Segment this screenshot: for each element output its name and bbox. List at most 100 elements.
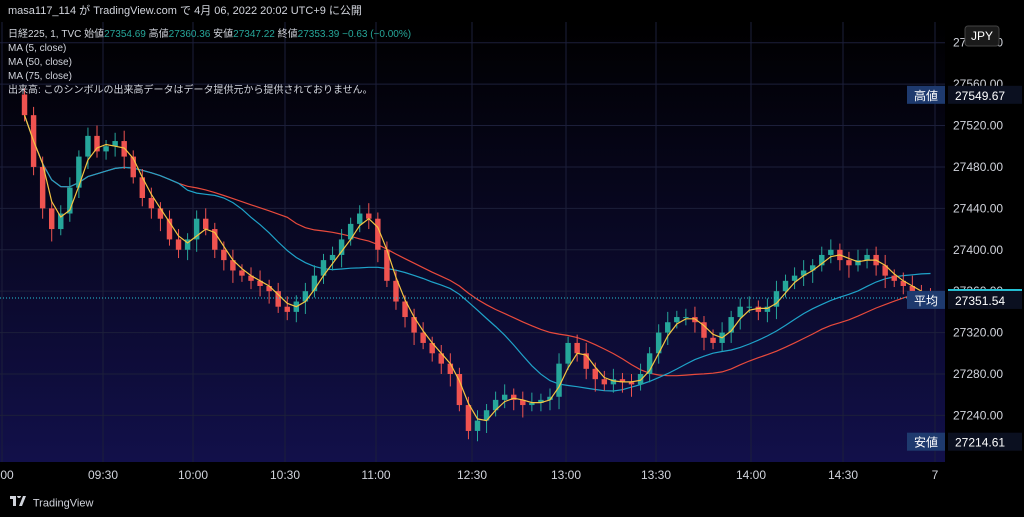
tradingview-brand[interactable]: TradingView xyxy=(32,497,94,510)
candle-body xyxy=(501,394,508,400)
y-tick-label: 27520.00 xyxy=(953,119,1003,133)
ma50-path xyxy=(23,115,931,392)
close-value: 27353.39 xyxy=(297,29,340,40)
candle-body xyxy=(21,94,28,116)
currency-badge-bg xyxy=(964,25,1000,47)
x-tick-label: 13:30 xyxy=(641,468,671,482)
candle-body xyxy=(67,187,73,214)
candle-body xyxy=(773,291,780,307)
candle-body xyxy=(846,260,852,266)
ohlc-row: 日経225, 1, TVC 始値27354.69 高値27360.36 安値27… xyxy=(8,28,411,42)
x-tick-label: 11:00 xyxy=(361,468,390,482)
candle-body xyxy=(483,410,490,421)
candle-body xyxy=(692,317,698,323)
candle-body xyxy=(320,260,327,276)
candle-body xyxy=(266,286,272,292)
candle-body xyxy=(791,275,798,281)
candle-body xyxy=(166,218,173,240)
candle-body xyxy=(411,317,417,333)
candle-body xyxy=(764,306,771,312)
candle-body xyxy=(646,353,653,374)
candle-body xyxy=(94,135,100,152)
marker-value-bg xyxy=(948,432,1022,451)
volume-note: 出来高: このシンボルの出来高データはデータ提供元から提供されておりません。 xyxy=(8,85,373,96)
candle-body xyxy=(393,280,399,302)
candle-body xyxy=(637,374,644,385)
change-value: −0.63 (−0.00%) xyxy=(342,29,412,40)
candle-body xyxy=(710,337,716,343)
y-tick-label: 27240.00 xyxy=(953,408,1003,422)
symbol-name[interactable]: 日経225, 1, TVC xyxy=(8,29,82,40)
x-tick-label: 10:00 xyxy=(178,468,208,482)
candle-body xyxy=(85,135,91,157)
ma75-legend[interactable]: MA (75, close) xyxy=(8,71,72,82)
price-chart[interactable]: 27600.0027560.0027520.0027480.0027440.00… xyxy=(0,22,1024,490)
marker-label: 高値 xyxy=(914,88,938,103)
candle-body xyxy=(909,286,916,292)
candle-body xyxy=(193,218,200,240)
candle-body xyxy=(39,166,46,209)
footer: TradingView xyxy=(0,490,1024,517)
ma5-legend[interactable]: MA (5, close) xyxy=(8,43,67,54)
candle-body xyxy=(610,379,617,385)
publish-info: masa117_114 が TradingView.com で 4月 06, 2… xyxy=(0,0,1024,22)
candle-body xyxy=(347,223,354,240)
currency-badge[interactable]: JPY xyxy=(964,25,1000,47)
candle-body xyxy=(746,306,752,308)
candle-body xyxy=(257,280,263,286)
x-tick-label: 14:00 xyxy=(736,468,766,482)
x-tick-label: 7 xyxy=(932,468,939,482)
marker-label-bg xyxy=(907,290,945,309)
candle-body xyxy=(420,332,426,343)
x-tick-label: 09:30 xyxy=(88,468,118,482)
candle-body xyxy=(701,322,707,338)
candle-body xyxy=(474,420,481,431)
marker-value-bg xyxy=(948,290,1022,309)
candle-body xyxy=(882,265,888,276)
candle-body xyxy=(375,218,381,250)
ma5-line xyxy=(23,115,931,422)
y-tick-label: 27320.00 xyxy=(953,326,1003,340)
candle-body xyxy=(248,275,254,281)
tradingview-logo-icon[interactable] xyxy=(10,490,26,517)
candle-body xyxy=(221,249,227,261)
candle-body xyxy=(384,249,390,281)
y-tick-label: 27440.00 xyxy=(953,201,1003,215)
candle-body xyxy=(683,317,689,319)
candle-body xyxy=(520,399,526,406)
candle-body xyxy=(456,374,463,406)
candle-body xyxy=(48,208,55,230)
candle-body xyxy=(284,306,290,312)
candle-body xyxy=(855,260,861,266)
candle-body xyxy=(628,382,635,385)
open-label: 始値 xyxy=(84,29,105,40)
candle-body xyxy=(184,239,191,250)
high-value: 27360.36 xyxy=(168,29,211,40)
candle-body xyxy=(139,177,146,198)
candle-body xyxy=(465,405,472,431)
x-tick-label: 10:30 xyxy=(270,468,300,482)
marker-value: 27351.54 xyxy=(955,294,1005,308)
marker-label: 平均 xyxy=(914,294,938,308)
candle-body xyxy=(239,270,245,276)
open-value: 27354.69 xyxy=(104,29,146,40)
candle-body xyxy=(891,275,897,281)
candle-body xyxy=(366,213,372,219)
grid-lines xyxy=(0,22,945,462)
candle-body xyxy=(556,363,562,397)
time-axis[interactable]: 9:00 09:30 10:00 10:30 11:00 12:30 13:00 13:30 1… xyxy=(0,468,939,482)
y-tick-label: 27280.00 xyxy=(953,367,1003,381)
candle-body xyxy=(538,399,544,403)
candle-body xyxy=(275,291,281,307)
x-tick-label: 9:00 xyxy=(0,468,14,482)
candle-body xyxy=(864,254,870,261)
candle-body xyxy=(148,198,155,209)
candle-body xyxy=(574,342,580,354)
candle-body xyxy=(583,353,589,369)
candle-body xyxy=(130,156,136,178)
ma50-legend[interactable]: MA (50, close) xyxy=(8,57,72,68)
candle-body xyxy=(828,249,834,255)
candle-body xyxy=(674,317,680,323)
x-tick-label: 13:00 xyxy=(551,468,581,482)
candle-body xyxy=(900,280,907,286)
